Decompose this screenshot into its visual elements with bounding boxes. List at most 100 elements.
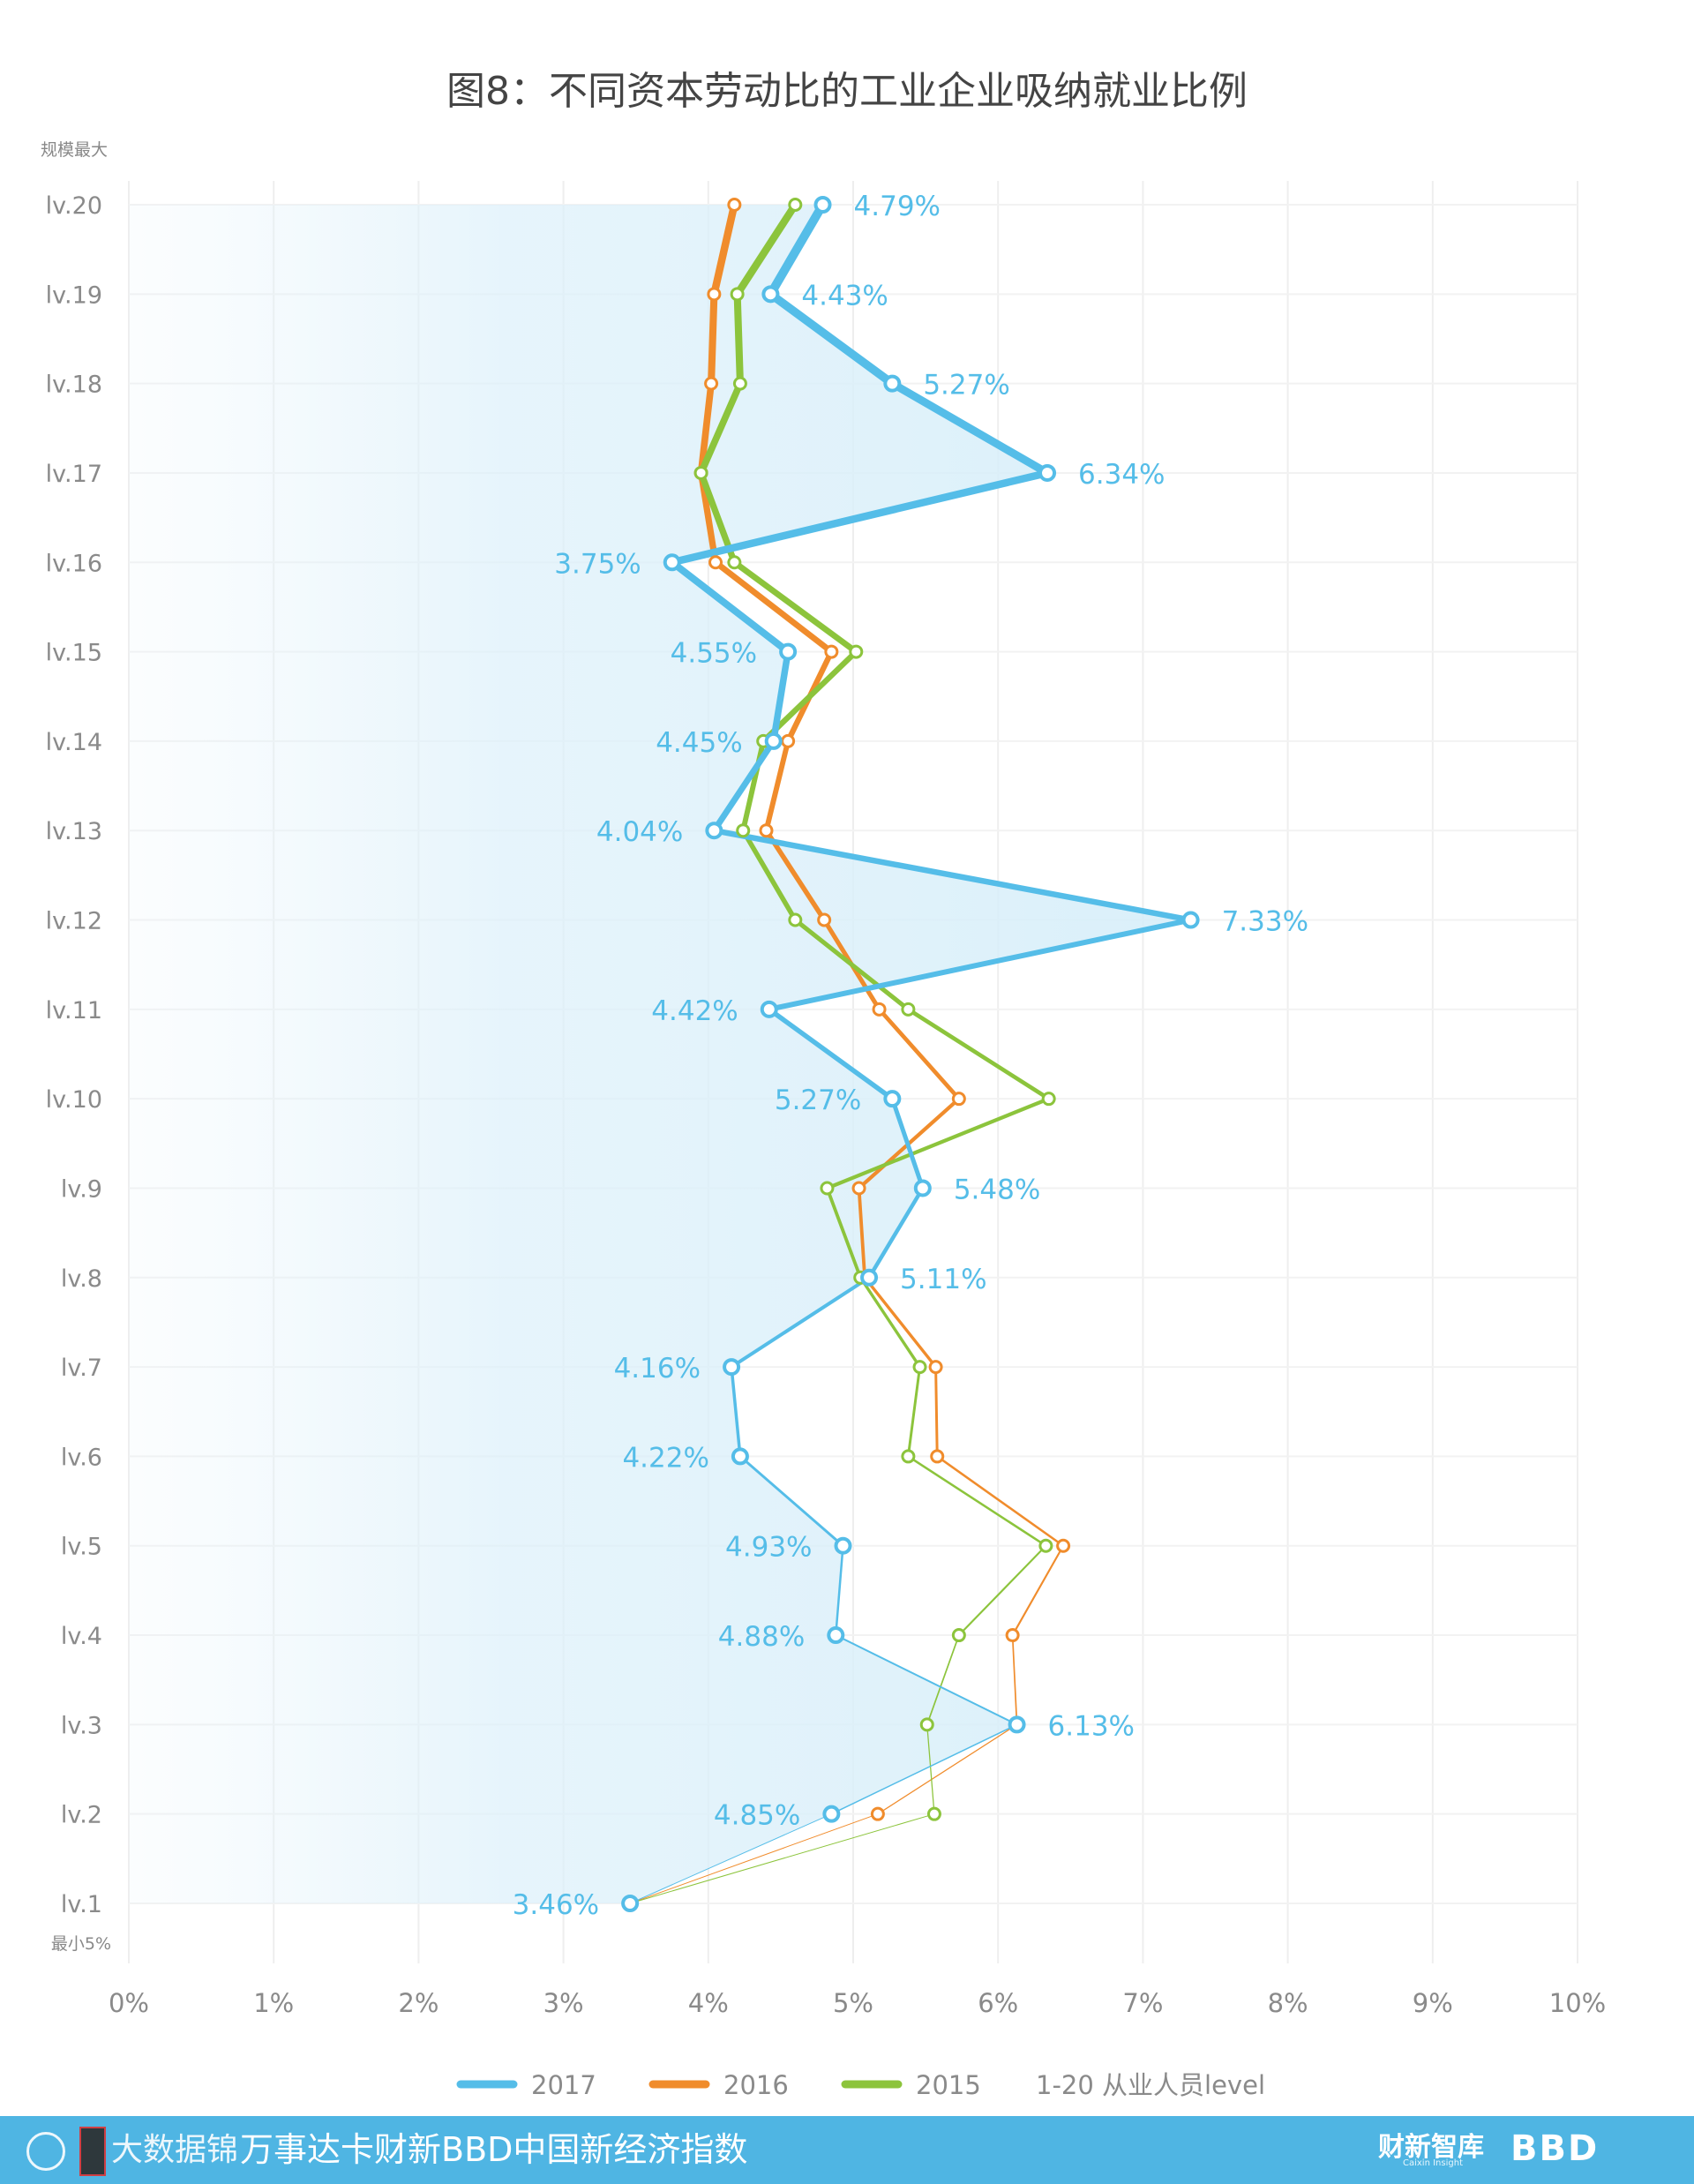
point-2017-lv.13 — [705, 822, 723, 840]
point-2016-lv.18 — [704, 376, 719, 391]
footer-brand: 大数据锦 — [0, 2116, 238, 2184]
point-2016-lv.13 — [759, 823, 774, 838]
footer-brand-text: 大数据锦 — [111, 2132, 239, 2168]
axes: lv.20lv.19lv.18lv.17lv.16lv.15lv.14lv.13… — [46, 192, 1607, 2018]
point-2015-lv.19 — [730, 287, 745, 302]
line-segment-2015 — [731, 559, 859, 655]
legend-label-2015: 2015 — [916, 2070, 981, 2100]
data-label-lv.2: 4.85% — [714, 1800, 800, 1832]
point-2016-lv.12 — [817, 912, 832, 927]
point-2016-lv.20 — [727, 198, 742, 212]
data-label-lv.17: 6.34% — [1078, 459, 1165, 491]
y-tick-label: lv.14 — [46, 729, 102, 756]
line-segment-2017 — [767, 1007, 896, 1101]
point-2015-lv.18 — [732, 376, 747, 391]
line-segment-2015 — [792, 917, 911, 1012]
line-segment-2015 — [733, 200, 799, 298]
y-tick-label: lv.15 — [46, 640, 102, 667]
area-2017 — [129, 205, 1191, 1903]
data-label-lv.7: 4.16% — [614, 1353, 701, 1385]
point-2017-lv.10 — [883, 1090, 902, 1108]
line-segment-2017 — [766, 200, 828, 299]
point-2015-lv.12 — [788, 912, 803, 927]
point-2015-lv.4 — [951, 1628, 966, 1643]
line-segment-2015 — [858, 1276, 922, 1369]
x-tick-label: 3% — [543, 1988, 584, 2018]
point-2017-lv.18 — [883, 374, 902, 393]
point-2017-lv.17 — [1038, 463, 1057, 482]
y-tick-label: lv.18 — [46, 372, 102, 399]
x-tick-label: 4% — [688, 1988, 729, 2018]
line-segment-2015 — [740, 828, 798, 923]
point-2015-lv.20 — [788, 198, 803, 212]
line-segment-2017 — [866, 1186, 926, 1280]
line-segment-2015 — [825, 1186, 863, 1280]
data-label-lv.10: 5.27% — [775, 1084, 861, 1116]
point-2015-lv.3 — [919, 1717, 934, 1732]
line-segment-2017 — [711, 827, 1194, 923]
line-segment-2017 — [889, 1096, 926, 1190]
y-tick-label: lv.17 — [46, 461, 102, 488]
y-tick-label: lv.3 — [61, 1712, 102, 1739]
point-2016-lv.7 — [928, 1360, 943, 1375]
line-segment-2015 — [957, 1544, 1047, 1637]
y-tick-label: lv.11 — [46, 997, 102, 1024]
line-segment-2015 — [697, 379, 744, 477]
data-label-lv.4: 4.88% — [718, 1621, 805, 1653]
point-2017-lv.15 — [779, 642, 798, 661]
line-segment-2016 — [763, 738, 791, 834]
line-segment-2015 — [825, 1097, 1051, 1190]
point-2016-lv.6 — [930, 1449, 945, 1464]
footer-slogan: 万事达卡财新BBD中国新经济指数 — [240, 2130, 748, 2169]
point-2017-lv.6 — [731, 1447, 749, 1466]
x-tick-label: 6% — [978, 1988, 1018, 2018]
point-2016-lv.5 — [1056, 1538, 1071, 1553]
chart-title: 图8：不同资本劳动比的工业企业吸纳就业比例 — [446, 69, 1248, 114]
line-segment-2017 — [766, 289, 897, 388]
series-lines — [629, 200, 1194, 1904]
line-segment-2016 — [697, 379, 715, 477]
line-segment-2016 — [1011, 1634, 1018, 1726]
y-tick-label: lv.6 — [61, 1444, 102, 1471]
data-label-lv.5: 4.93% — [725, 1532, 812, 1564]
y-tick-label: lv.8 — [61, 1265, 102, 1293]
point-2017-lv.14 — [764, 732, 783, 750]
data-label-lv.1: 3.46% — [513, 1889, 599, 1921]
line-segment-2016 — [877, 1007, 962, 1101]
point-2015-lv.13 — [736, 823, 751, 838]
data-label-lv.18: 5.27% — [923, 370, 1009, 402]
line-segment-2015 — [907, 1455, 1047, 1548]
line-segment-2016 — [857, 1186, 867, 1280]
data-label-lv.19: 4.43% — [801, 280, 888, 311]
line-segment-2015 — [906, 1007, 1052, 1101]
data-label-lv.6: 4.22% — [622, 1442, 708, 1474]
point-2017-lv.11 — [760, 1000, 778, 1018]
point-2016-lv.10 — [951, 1092, 966, 1107]
line-segment-2017 — [766, 917, 1194, 1012]
x-tick-label: 1% — [253, 1988, 294, 2018]
y-tick-label: lv.2 — [61, 1802, 102, 1829]
line-segment-2016 — [763, 828, 827, 923]
point-2016-lv.16 — [708, 555, 723, 570]
line-segment-2017 — [835, 1634, 1018, 1726]
footer-bar: 大数据锦 万事达卡财新BBD中国新经济指数 财新智库 Caixin Insigh… — [0, 2116, 1694, 2184]
x-tick-label: 10% — [1549, 1988, 1606, 2018]
point-2015-lv.16 — [727, 555, 742, 570]
y-tick-label: lv.13 — [46, 818, 102, 845]
data-label-lv.12: 7.33% — [1222, 906, 1308, 938]
data-label-lv.14: 4.45% — [656, 727, 742, 759]
line-segment-2016 — [877, 1723, 1018, 1815]
y-tick-label: lv.20 — [46, 192, 102, 220]
caixin-insight-subtitle: Caixin Insight — [1403, 2158, 1463, 2168]
data-label-lv.9: 5.48% — [954, 1174, 1040, 1205]
line-segment-2017 — [888, 379, 1052, 477]
y-tick-label: lv.1 — [61, 1891, 102, 1918]
y-tick-label: lv.7 — [61, 1355, 102, 1382]
line-segment-2015 — [926, 1634, 960, 1726]
line-segment-2015 — [906, 1365, 922, 1458]
x-tick-label: 0% — [109, 1988, 149, 2018]
point-2015-lv.9 — [820, 1181, 835, 1196]
y-top-label: 规模最大 — [41, 140, 108, 160]
legend-note: 1-20 从业人员level — [1036, 2070, 1265, 2100]
